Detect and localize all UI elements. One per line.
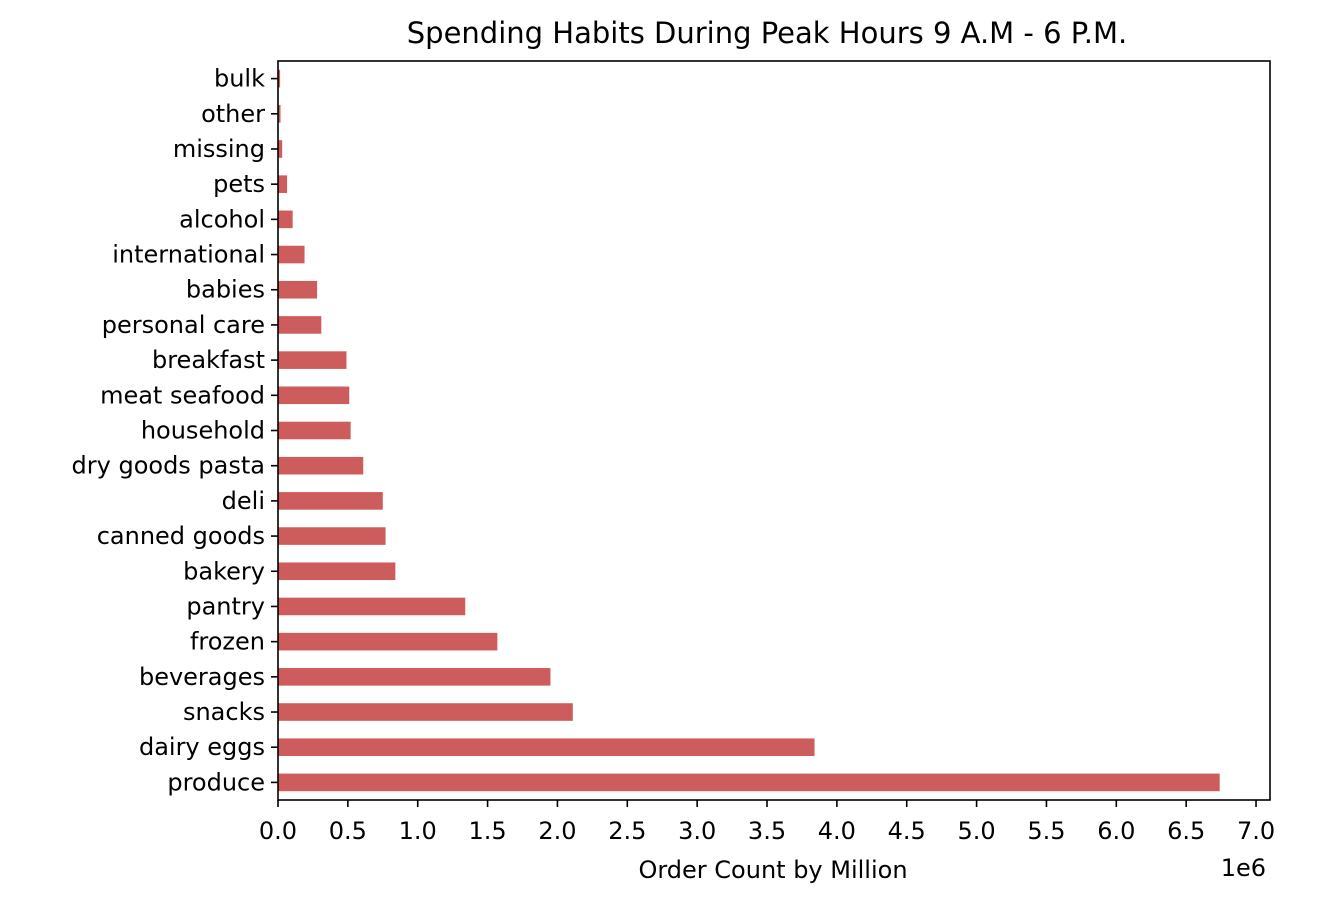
y-tick-label: other	[201, 100, 265, 128]
bar-meat-seafood	[278, 386, 350, 405]
y-tick-label: produce	[167, 768, 265, 796]
y-tick-label: pets	[213, 170, 265, 198]
y-tick-label: bakery	[183, 557, 265, 585]
bar-babies	[278, 280, 318, 299]
x-tick-label: 2.0	[538, 817, 576, 845]
y-tick-label: snacks	[183, 698, 265, 726]
x-axis: 0.0 0.5 1.0 1.5 2.0 2.5 3.0 3.5 4.0 4.5 5.0 5.5 6.0 6…	[259, 800, 1275, 845]
x-tick-label: 3.5	[748, 817, 786, 845]
bar-bakery	[278, 562, 396, 581]
y-tick-label: pantry	[186, 592, 265, 620]
y-tick-label: canned goods	[97, 522, 265, 550]
x-tick-label: 3.0	[678, 817, 716, 845]
y-tick-label: meat seafood	[100, 381, 265, 409]
bar-beverages	[278, 668, 551, 686]
y-tick-label: frozen	[190, 628, 265, 656]
y-tick-label: dairy eggs	[139, 733, 265, 761]
y-tick-label: alcohol	[179, 205, 265, 233]
x-axis-offset-label: 1e6	[1221, 854, 1266, 882]
x-tick-label: 0.0	[259, 817, 297, 845]
y-tick-label: dry goods pasta	[72, 452, 265, 480]
bar-pantry	[278, 597, 466, 616]
x-tick-label: 4.0	[818, 817, 856, 845]
y-tick-label: deli	[222, 487, 265, 515]
x-tick-label: 4.5	[888, 817, 926, 845]
bar-frozen	[278, 632, 498, 651]
bar-bulk	[278, 69, 281, 88]
bar-breakfast	[278, 351, 347, 369]
x-tick-label: 0.5	[329, 817, 367, 845]
x-tick-label: 2.5	[608, 817, 646, 845]
y-tick-label: breakfast	[152, 346, 265, 374]
bar-dry-goods-pasta	[278, 456, 364, 475]
x-axis-label: Order Count by Million	[638, 856, 907, 884]
y-tick-label: beverages	[139, 663, 265, 691]
bar-international	[278, 245, 305, 264]
bar-produce	[278, 773, 1220, 792]
y-tick-label: bulk	[214, 65, 265, 93]
x-tick-label: 1.0	[399, 817, 437, 845]
y-tick-label: personal care	[102, 311, 265, 339]
x-tick-label: 6.0	[1097, 817, 1135, 845]
bar-snacks	[278, 703, 573, 721]
bar-canned-goods	[278, 527, 386, 545]
x-tick-label: 5.0	[958, 817, 996, 845]
bar-household	[278, 421, 351, 440]
x-tick-label: 6.5	[1167, 817, 1205, 845]
chart-title: Spending Habits During Peak Hours 9 A.M …	[407, 16, 1127, 50]
y-axis: produce dairy eggs snacks beverages frozen pa…	[72, 65, 278, 796]
bar-missing	[278, 140, 283, 158]
y-tick-label: babies	[186, 276, 265, 304]
bar-pets	[278, 175, 288, 193]
bar-dairy-eggs	[278, 738, 815, 757]
plot-frame	[277, 60, 1271, 801]
x-tick-label: 7.0	[1237, 817, 1275, 845]
bar-alcohol	[278, 210, 293, 229]
bar-deli	[278, 492, 383, 510]
bar-other	[278, 104, 281, 123]
bar-personal-care	[278, 316, 322, 334]
y-tick-label: household	[141, 417, 265, 445]
y-tick-label: missing	[173, 135, 265, 163]
bars-group	[278, 69, 1220, 792]
x-tick-label: 5.5	[1027, 817, 1065, 845]
y-tick-label: international	[112, 241, 265, 269]
x-tick-label: 1.5	[468, 817, 506, 845]
